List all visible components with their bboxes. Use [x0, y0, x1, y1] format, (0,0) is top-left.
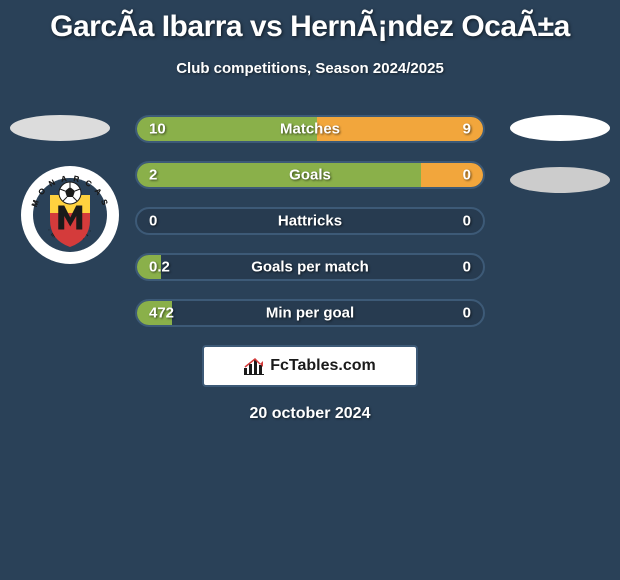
stat-row: 10Matches9 — [135, 115, 485, 143]
brand-text: FcTables.com — [270, 357, 376, 375]
stat-label: Goals — [137, 167, 483, 184]
subtitle: Club competitions, Season 2024/2025 — [0, 60, 620, 77]
bar-chart-icon — [244, 356, 266, 376]
stat-right-value: 0 — [463, 305, 471, 322]
player-right-photo-placeholder-1 — [510, 115, 610, 141]
stat-row: 472Min per goal0 — [135, 299, 485, 327]
player-right-photo-placeholder-2 — [510, 167, 610, 193]
stat-row: 0Hattricks0 — [135, 207, 485, 235]
monarcas-badge-icon: M O N A R C A S M O N A R C A S · M O R … — [20, 165, 120, 265]
player-left-photo-placeholder — [10, 115, 110, 141]
stat-right-value: 9 — [463, 121, 471, 138]
stat-label: Matches — [137, 121, 483, 138]
stat-label: Min per goal — [137, 305, 483, 322]
stat-row: 2Goals0 — [135, 161, 485, 189]
brand-box: FcTables.com — [202, 345, 418, 387]
page-title: GarcÃ­a Ibarra vs HernÃ¡ndez OcaÃ±a — [0, 0, 620, 44]
stat-label: Hattricks — [137, 213, 483, 230]
stat-label: Goals per match — [137, 259, 483, 276]
date-text: 20 october 2024 — [0, 405, 620, 423]
comparison-content: M O N A R C A S M O N A R C A S · M O R … — [0, 115, 620, 423]
stats-container: 10Matches92Goals00Hattricks00.2Goals per… — [135, 115, 485, 327]
stat-right-value: 0 — [463, 167, 471, 184]
stat-right-value: 0 — [463, 259, 471, 276]
club-badge-left: M O N A R C A S M O N A R C A S · M O R … — [20, 165, 120, 265]
stat-right-value: 0 — [463, 213, 471, 230]
stat-row: 0.2Goals per match0 — [135, 253, 485, 281]
